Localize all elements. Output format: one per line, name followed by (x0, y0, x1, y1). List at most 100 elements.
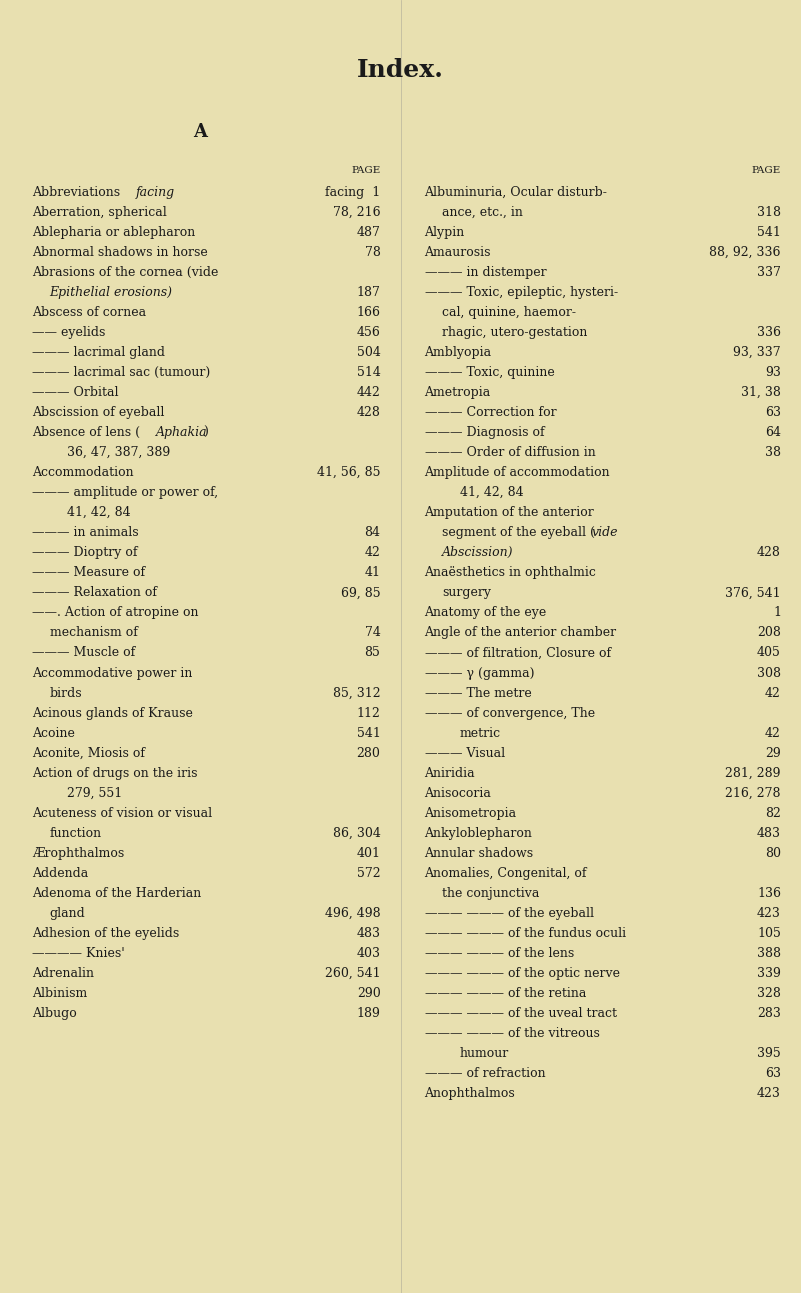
Text: ——— Correction for: ——— Correction for (425, 406, 556, 419)
Text: 483: 483 (757, 826, 781, 840)
Text: 85: 85 (364, 646, 380, 659)
Text: Anatomy of the eye: Anatomy of the eye (425, 606, 547, 619)
Text: ——— in animals: ——— in animals (32, 526, 139, 539)
Text: Acuteness of vision or visual: Acuteness of vision or visual (32, 807, 212, 820)
Text: 280: 280 (356, 746, 380, 760)
Text: 187: 187 (356, 286, 380, 299)
Text: Epithelial erosions): Epithelial erosions) (50, 286, 173, 299)
Text: Abscission of eyeball: Abscission of eyeball (32, 406, 164, 419)
Text: Albugo: Albugo (32, 1007, 77, 1020)
Text: ——— ——— of the optic nerve: ——— ——— of the optic nerve (425, 967, 619, 980)
Text: 281, 289: 281, 289 (726, 767, 781, 780)
Text: facing  1: facing 1 (325, 185, 380, 199)
Text: Amaurosis: Amaurosis (425, 246, 491, 259)
Text: 31, 38: 31, 38 (741, 385, 781, 400)
Text: 403: 403 (356, 946, 380, 961)
Text: ——— ——— of the lens: ——— ——— of the lens (425, 946, 574, 961)
Text: Amputation of the anterior: Amputation of the anterior (425, 506, 594, 520)
Text: Anaësthetics in ophthalmic: Anaësthetics in ophthalmic (425, 566, 597, 579)
Text: ——— Muscle of: ——— Muscle of (32, 646, 135, 659)
Text: 279, 551: 279, 551 (67, 786, 123, 800)
Text: Index.: Index. (357, 58, 444, 83)
Text: 36, 47, 387, 389: 36, 47, 387, 389 (67, 446, 171, 459)
Text: 395: 395 (757, 1047, 781, 1060)
Text: Angle of the anterior chamber: Angle of the anterior chamber (425, 626, 617, 640)
Text: 41, 56, 85: 41, 56, 85 (317, 465, 380, 480)
Text: 339: 339 (757, 967, 781, 980)
Text: 166: 166 (356, 305, 380, 319)
Text: 337: 337 (757, 265, 781, 279)
Text: ——— Relaxation of: ——— Relaxation of (32, 586, 157, 600)
Text: 487: 487 (356, 225, 380, 239)
Text: Aconite, Miosis of: Aconite, Miosis of (32, 746, 145, 760)
Text: ——— ——— of the vitreous: ——— ——— of the vitreous (425, 1027, 599, 1041)
Text: ——— amplitude or power of,: ——— amplitude or power of, (32, 486, 218, 499)
Text: 41, 42, 84: 41, 42, 84 (460, 486, 523, 499)
Text: ——— γ (gamma): ——— γ (gamma) (425, 666, 534, 680)
Text: Abrasions of the cornea (vide: Abrasions of the cornea (vide (32, 265, 219, 279)
Text: 290: 290 (356, 987, 380, 1001)
Text: ——— Visual: ——— Visual (425, 746, 505, 760)
Text: Aberration, spherical: Aberration, spherical (32, 206, 167, 219)
Text: ——— ——— of the uveal tract: ——— ——— of the uveal tract (425, 1007, 617, 1020)
Text: Ametropia: Ametropia (425, 385, 491, 400)
Text: Addenda: Addenda (32, 866, 88, 881)
Text: 308: 308 (757, 666, 781, 680)
Text: 318: 318 (757, 206, 781, 219)
Text: the conjunctiva: the conjunctiva (442, 887, 540, 900)
Text: ——— in distemper: ——— in distemper (425, 265, 546, 279)
Text: birds: birds (50, 687, 83, 700)
Text: 260, 541: 260, 541 (325, 967, 380, 980)
Text: Aniridia: Aniridia (425, 767, 475, 780)
Text: metric: metric (460, 727, 501, 740)
Text: PAGE: PAGE (751, 166, 781, 175)
Text: 504: 504 (356, 345, 380, 359)
Text: 78: 78 (364, 246, 380, 259)
Text: 189: 189 (356, 1007, 380, 1020)
Text: 136: 136 (757, 887, 781, 900)
Text: Adenoma of the Harderian: Adenoma of the Harderian (32, 887, 201, 900)
Text: ——— of refraction: ——— of refraction (425, 1067, 545, 1081)
Text: 541: 541 (757, 225, 781, 239)
Text: Amplitude of accommodation: Amplitude of accommodation (425, 465, 610, 480)
Text: 84: 84 (364, 526, 380, 539)
Text: A: A (193, 123, 207, 141)
Text: facing: facing (136, 185, 175, 199)
Text: Alypin: Alypin (425, 225, 465, 239)
Text: Anisocoria: Anisocoria (425, 786, 491, 800)
Text: Adrenalin: Adrenalin (32, 967, 94, 980)
Text: Albuminuria, Ocular disturb-: Albuminuria, Ocular disturb- (425, 185, 607, 199)
Text: 428: 428 (757, 546, 781, 560)
Text: 376, 541: 376, 541 (726, 586, 781, 600)
Text: Acoine: Acoine (32, 727, 75, 740)
Text: 388: 388 (757, 946, 781, 961)
Text: cal, quinine, haemor-: cal, quinine, haemor- (442, 305, 576, 319)
Text: Albinism: Albinism (32, 987, 87, 1001)
Text: Aphakia: Aphakia (156, 425, 207, 440)
Text: 63: 63 (765, 1067, 781, 1081)
Text: Acinous glands of Krause: Acinous glands of Krause (32, 706, 193, 720)
Text: ——— of filtration, Closure of: ——— of filtration, Closure of (425, 646, 610, 659)
Text: surgery: surgery (442, 586, 491, 600)
Text: gland: gland (50, 906, 86, 921)
Text: ——— lacrimal gland: ——— lacrimal gland (32, 345, 165, 359)
Text: humour: humour (460, 1047, 509, 1060)
Text: ——— Measure of: ——— Measure of (32, 566, 145, 579)
Text: Accommodation: Accommodation (32, 465, 134, 480)
Text: 86, 304: 86, 304 (332, 826, 380, 840)
Text: ——— Dioptry of: ——— Dioptry of (32, 546, 138, 560)
Text: ——— of convergence, The: ——— of convergence, The (425, 706, 594, 720)
Text: —— eyelids: —— eyelids (32, 326, 106, 339)
Text: ——— ——— of the retina: ——— ——— of the retina (425, 987, 586, 1001)
Text: 514: 514 (356, 366, 380, 379)
Text: ——— Toxic, epileptic, hysteri-: ——— Toxic, epileptic, hysteri- (425, 286, 618, 299)
Text: ——— Toxic, quinine: ——— Toxic, quinine (425, 366, 554, 379)
Text: 423: 423 (757, 906, 781, 921)
Text: 78, 216: 78, 216 (333, 206, 380, 219)
Text: 38: 38 (765, 446, 781, 459)
Text: 283: 283 (757, 1007, 781, 1020)
Text: 112: 112 (356, 706, 380, 720)
Text: 428: 428 (356, 406, 380, 419)
Text: Ankyloblepharon: Ankyloblepharon (425, 826, 533, 840)
Text: 88, 92, 336: 88, 92, 336 (710, 246, 781, 259)
